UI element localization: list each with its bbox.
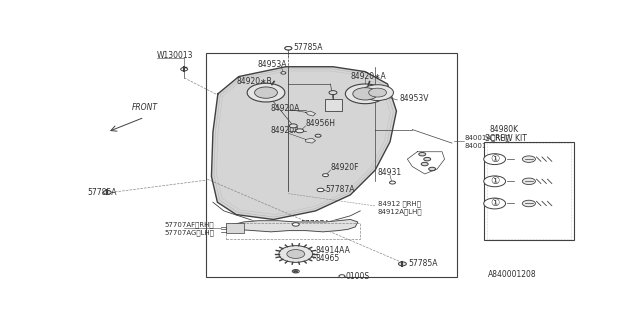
Text: 84953A: 84953A (257, 60, 287, 69)
Text: 57707AG〈LH〉: 57707AG〈LH〉 (164, 230, 214, 236)
Circle shape (421, 162, 428, 166)
Text: A840001208: A840001208 (488, 270, 536, 279)
Circle shape (180, 68, 188, 71)
Text: 0100S: 0100S (346, 272, 369, 281)
Circle shape (522, 156, 536, 162)
Text: 57785A: 57785A (408, 259, 438, 268)
Circle shape (429, 167, 436, 171)
Text: 57787A: 57787A (326, 185, 355, 195)
Circle shape (281, 72, 286, 74)
Bar (484, 142, 573, 240)
Bar (486, 143, 571, 239)
Text: 84914AA: 84914AA (316, 246, 351, 255)
Text: 84912A〈LH〉: 84912A〈LH〉 (378, 209, 422, 215)
Circle shape (362, 85, 394, 100)
Text: 84001B〈LH〉: 84001B〈LH〉 (465, 142, 509, 149)
Text: 57785A: 57785A (88, 188, 117, 197)
Polygon shape (306, 111, 316, 116)
Text: 57787A: 57787A (301, 220, 330, 229)
Circle shape (323, 174, 328, 177)
Text: ①: ① (490, 154, 499, 164)
Text: 84920A: 84920A (271, 104, 300, 113)
Text: W130013: W130013 (157, 51, 193, 60)
Polygon shape (227, 220, 358, 232)
Circle shape (255, 87, 277, 98)
Circle shape (424, 157, 431, 161)
Polygon shape (306, 138, 316, 143)
Text: 84912 〈RH〉: 84912 〈RH〉 (378, 200, 420, 207)
Text: 57707AF〈RH〉: 57707AF〈RH〉 (164, 221, 214, 228)
Circle shape (484, 176, 506, 187)
Bar (227, 223, 360, 239)
Circle shape (317, 188, 324, 192)
Text: ①: ① (490, 176, 499, 186)
Circle shape (247, 83, 285, 102)
Circle shape (292, 269, 300, 273)
Bar (207, 53, 457, 277)
Circle shape (522, 178, 536, 185)
Circle shape (292, 223, 300, 226)
Text: 84920∗A: 84920∗A (350, 72, 386, 81)
Circle shape (279, 246, 312, 262)
Text: ①: ① (490, 198, 499, 209)
Text: 84953V: 84953V (400, 94, 429, 103)
Circle shape (329, 91, 337, 95)
Circle shape (346, 84, 385, 104)
Circle shape (484, 154, 506, 164)
Circle shape (353, 88, 378, 100)
Circle shape (285, 46, 292, 50)
Text: 84931: 84931 (378, 168, 402, 177)
Circle shape (369, 88, 387, 97)
Bar (324, 99, 342, 111)
Text: FRONT: FRONT (132, 103, 158, 112)
Circle shape (287, 250, 305, 259)
Text: 84980K: 84980K (489, 125, 518, 134)
Text: 84920∗B: 84920∗B (236, 77, 272, 86)
Circle shape (390, 181, 396, 184)
Circle shape (103, 190, 111, 194)
Circle shape (289, 124, 297, 128)
Circle shape (296, 129, 304, 133)
Circle shape (522, 200, 536, 207)
Text: 84920A: 84920A (271, 126, 300, 135)
Text: 57785A: 57785A (293, 43, 323, 52)
Text: 84965: 84965 (316, 254, 340, 263)
Circle shape (399, 262, 406, 266)
Text: SCREW KIT: SCREW KIT (484, 134, 527, 143)
Circle shape (285, 46, 292, 50)
Circle shape (484, 198, 506, 209)
Bar (227, 223, 244, 233)
Circle shape (339, 275, 345, 278)
Text: 84920F: 84920F (330, 163, 359, 172)
Circle shape (419, 153, 426, 156)
Circle shape (315, 134, 321, 137)
Text: 84956H: 84956H (306, 119, 336, 128)
Polygon shape (211, 67, 396, 220)
Text: 84001A〈RH〉: 84001A〈RH〉 (465, 135, 510, 141)
